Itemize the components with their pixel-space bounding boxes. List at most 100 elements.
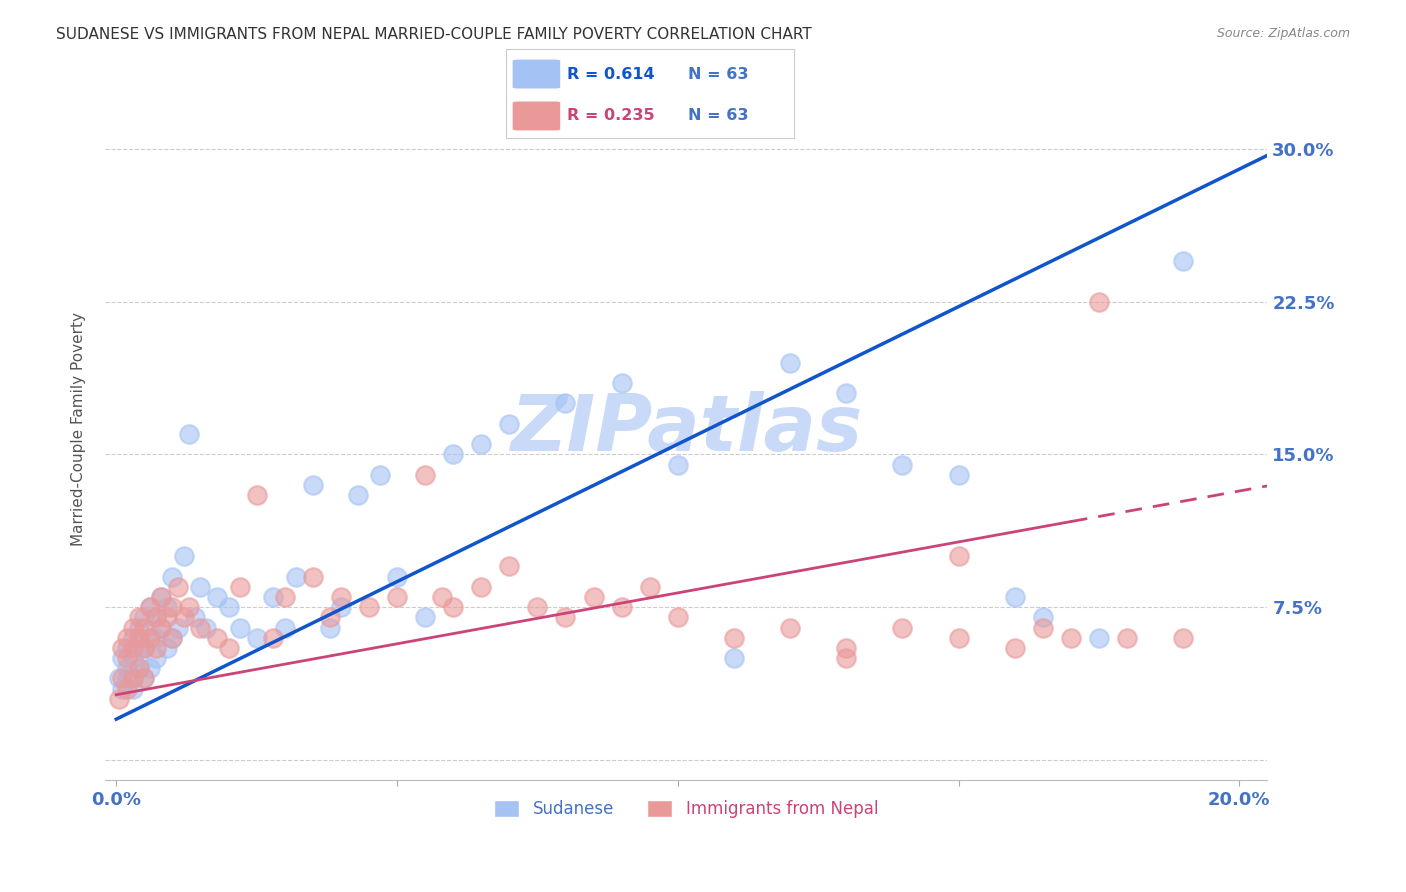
Point [948,467,970,482]
Point [122,681,145,696]
Point [430,590,453,604]
Point [139,631,162,645]
Text: N = 63: N = 63 [688,67,748,81]
Point [173,610,195,624]
Point [1088,294,1111,309]
Point [1116,631,1139,645]
Point [498,559,520,574]
Point [190,580,212,594]
Point [156,600,179,615]
Point [139,661,162,675]
Point [441,447,464,461]
Point [122,672,145,686]
Point [638,580,661,594]
Point [318,610,340,624]
Legend: Sudanese, Immigrants from Nepal: Sudanese, Immigrants from Nepal [488,793,884,825]
Point [229,620,252,634]
Point [329,590,352,604]
Point [891,458,914,472]
Point [948,631,970,645]
Point [139,631,162,645]
Point [128,661,150,675]
Point [117,631,139,645]
Point [111,651,134,665]
Point [301,569,323,583]
Point [346,488,368,502]
Point [1032,610,1054,624]
Point [167,620,190,634]
Point [891,620,914,634]
Point [184,610,207,624]
Point [413,610,436,624]
Point [108,691,131,706]
Point [835,640,858,655]
Point [134,640,156,655]
Point [723,631,745,645]
Point [666,458,689,472]
Point [385,590,408,604]
Point [357,600,380,615]
Point [554,396,576,410]
Point [1088,631,1111,645]
Point [128,631,150,645]
Point [470,580,492,594]
FancyBboxPatch shape [512,59,561,89]
Point [139,600,162,615]
Point [207,631,229,645]
Point [122,651,145,665]
Point [273,620,295,634]
FancyBboxPatch shape [512,101,561,131]
Point [218,640,240,655]
Point [470,437,492,451]
Point [262,590,284,604]
Point [207,590,229,604]
Point [122,672,145,686]
Point [145,651,167,665]
Point [150,620,173,634]
Point [128,620,150,634]
Point [526,600,548,615]
Point [779,620,801,634]
Point [262,631,284,645]
Point [128,661,150,675]
Point [156,610,179,624]
Point [128,640,150,655]
Point [246,488,269,502]
Point [666,610,689,624]
Point [117,681,139,696]
Point [145,610,167,624]
Point [108,672,131,686]
Point [162,600,184,615]
Point [145,610,167,624]
Point [111,672,134,686]
Point [111,640,134,655]
Point [246,631,269,645]
Y-axis label: Married-Couple Family Poverty: Married-Couple Family Poverty [72,312,86,546]
Text: R = 0.614: R = 0.614 [567,67,654,81]
Point [111,681,134,696]
Point [145,631,167,645]
Point [284,569,307,583]
Point [218,600,240,615]
Point [139,600,162,615]
Point [162,631,184,645]
Text: Source: ZipAtlas.com: Source: ZipAtlas.com [1216,27,1350,40]
Point [610,376,633,390]
Point [162,569,184,583]
Point [134,640,156,655]
Point [1032,620,1054,634]
Point [273,590,295,604]
Point [229,580,252,594]
Point [301,478,323,492]
Point [122,640,145,655]
Point [122,620,145,634]
Point [134,672,156,686]
Point [134,672,156,686]
Point [117,640,139,655]
Point [835,651,858,665]
Point [117,651,139,665]
Point [179,427,201,442]
Point [1004,640,1026,655]
Point [413,467,436,482]
Point [134,610,156,624]
